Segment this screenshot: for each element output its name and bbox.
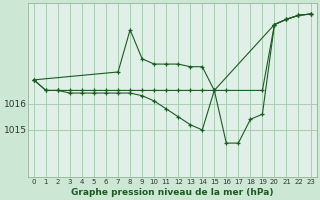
X-axis label: Graphe pression niveau de la mer (hPa): Graphe pression niveau de la mer (hPa) [71, 188, 274, 197]
